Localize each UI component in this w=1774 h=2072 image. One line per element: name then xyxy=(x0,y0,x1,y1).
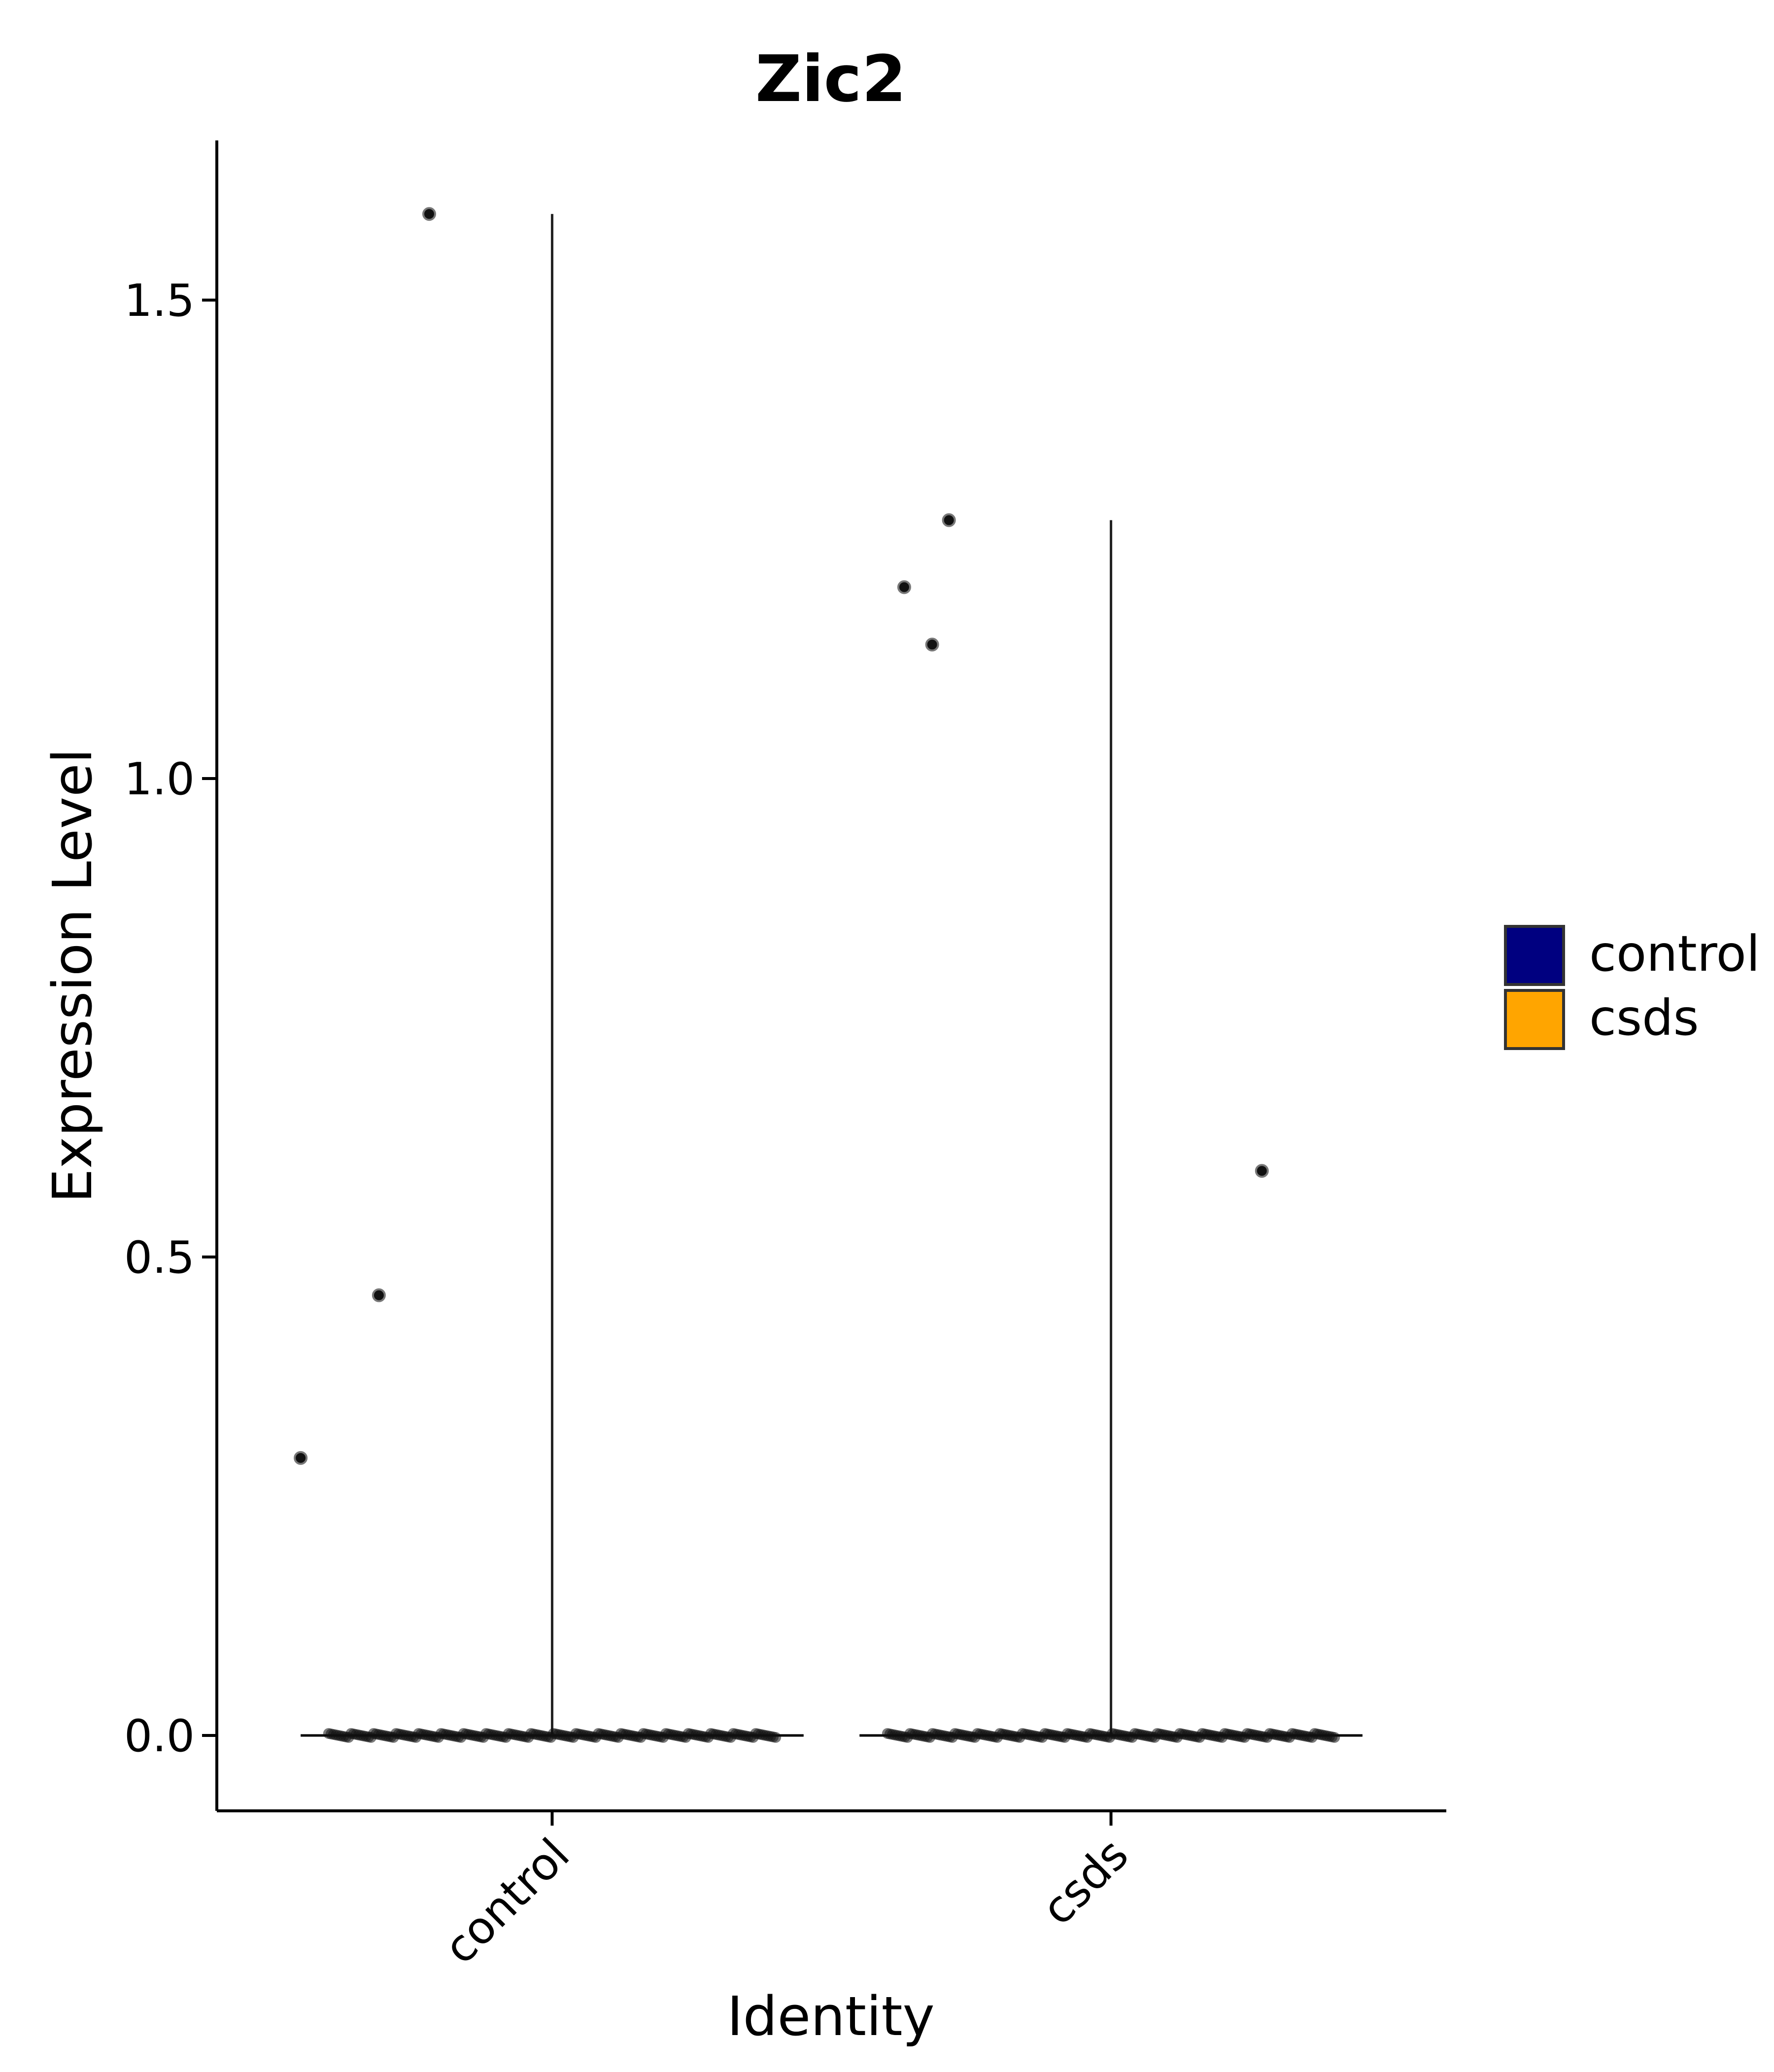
legend-label-csds: csds xyxy=(1589,989,1699,1047)
data-point-control-2 xyxy=(422,207,436,221)
data-point-control-0 xyxy=(294,1451,308,1465)
y-tick-label: 0.5 xyxy=(124,1232,195,1284)
x-tick-label-csds: csds xyxy=(1032,1829,1138,1935)
data-point-control-1 xyxy=(372,1288,386,1302)
legend-label-control: control xyxy=(1589,925,1760,983)
chart-title: Zic2 xyxy=(755,41,906,116)
y-tick-label: 0.0 xyxy=(124,1710,195,1762)
data-point-csds-0 xyxy=(897,580,911,594)
data-point-zero-csds xyxy=(1329,1732,1340,1743)
zero-points-control xyxy=(323,1728,782,1743)
x-tick-label-control: control xyxy=(434,1829,580,1974)
legend-swatch-control xyxy=(1504,925,1565,986)
data-point-csds-1 xyxy=(925,638,939,652)
legend-swatch-csds xyxy=(1504,989,1565,1050)
legend: control csds xyxy=(1504,925,1760,1050)
data-point-csds-2 xyxy=(942,513,956,527)
y-axis-title: Expression Level xyxy=(41,748,104,1203)
axes: 0.0 0.5 1.0 1.5 control csds xyxy=(124,140,1446,1974)
y-tick-label: 1.0 xyxy=(124,753,195,805)
y-tick-label: 1.5 xyxy=(124,275,195,327)
x-axis-title: Identity xyxy=(727,1985,935,2048)
zero-points-csds xyxy=(882,1728,1340,1743)
data-point-zero-control xyxy=(770,1732,782,1743)
data-point-csds-3 xyxy=(1255,1164,1269,1178)
plot-area xyxy=(294,207,1363,1743)
